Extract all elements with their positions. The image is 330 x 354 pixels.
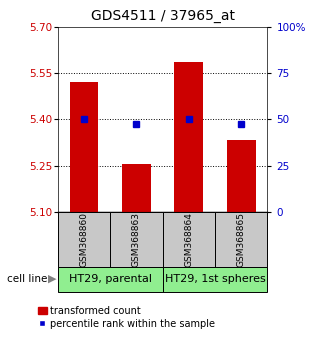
Bar — [162, 267, 267, 292]
Bar — [227, 139, 255, 212]
Bar — [58, 212, 110, 267]
Bar — [58, 267, 162, 292]
Legend: transformed count, percentile rank within the sample: transformed count, percentile rank withi… — [38, 306, 215, 329]
Text: GSM368864: GSM368864 — [184, 212, 193, 267]
Bar — [122, 164, 151, 212]
Bar — [110, 212, 162, 267]
Text: GSM368863: GSM368863 — [132, 212, 141, 267]
Text: GSM368860: GSM368860 — [80, 212, 88, 267]
Text: HT29, 1st spheres: HT29, 1st spheres — [165, 274, 265, 284]
Title: GDS4511 / 37965_at: GDS4511 / 37965_at — [90, 9, 235, 23]
Bar — [162, 212, 215, 267]
Text: cell line: cell line — [7, 274, 47, 284]
Bar — [215, 212, 267, 267]
Text: ▶: ▶ — [48, 274, 56, 284]
Text: HT29, parental: HT29, parental — [69, 274, 152, 284]
Bar — [174, 62, 203, 212]
Text: GSM368865: GSM368865 — [237, 212, 246, 267]
Bar — [70, 82, 98, 212]
